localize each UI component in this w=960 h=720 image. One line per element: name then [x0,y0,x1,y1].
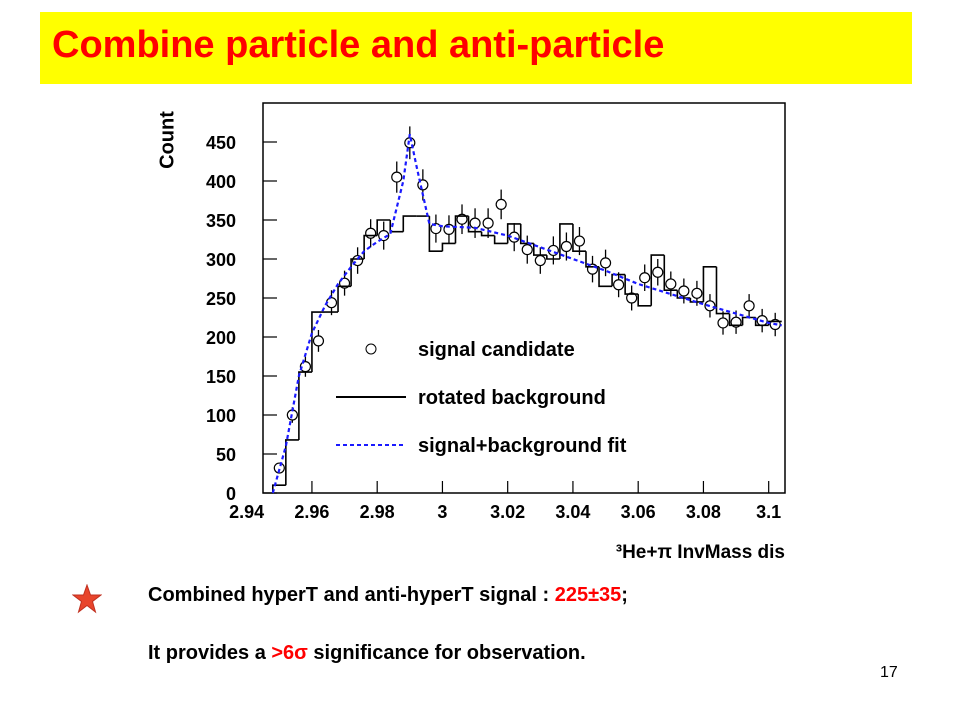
histogram-step [559,223,573,259]
x-axis-title: ³He+π InvMass dis [616,542,785,563]
data-point [534,254,546,267]
data-point [652,266,664,278]
data-point [678,285,690,297]
star [72,584,102,614]
x-tick-label: 3.06 [621,502,656,522]
histogram-step [506,223,521,244]
histogram-step [441,242,456,252]
histogram-step [689,298,704,303]
y-tick-label: 100 [206,406,236,426]
y-axis-title: Count [156,111,178,169]
legend: signal candidate rotated background signal… [336,339,627,457]
data-point [599,257,612,269]
bullet-line: Combined hyperT and anti-hyperT signal :… [148,584,628,607]
histogram-step [572,223,586,252]
data-point [391,171,403,183]
data-point [312,335,325,347]
data-point [378,230,390,242]
legend-symbol [365,343,377,355]
data-point [273,462,285,474]
y-tick-label: 400 [206,172,236,192]
x-tick-label: 3 [437,502,447,522]
text: Combined hyperT and anti-hyperT signal : [148,584,555,606]
data-point [717,317,729,329]
histogram-step [624,274,639,295]
histogram-step [428,216,443,252]
histogram-step [311,311,325,373]
data-point [560,240,573,253]
x-tick-label: 2.98 [360,502,395,522]
fit-line [271,133,782,494]
data-point [691,287,703,299]
data-point [365,227,377,239]
histogram-step [454,215,469,244]
data-point [743,300,755,312]
y-tick-label: 250 [206,289,236,309]
data-point [521,244,533,256]
x-tick-label: 3.02 [490,502,525,522]
histogram-step [337,285,352,313]
data-point [430,222,442,235]
title-box: Combine particle and anti-particle [40,12,912,84]
x-tick-label: 3.08 [686,502,721,522]
histogram-step [637,294,652,307]
slide-title: Combine particle and anti-particle [52,24,665,66]
histogram-step [480,231,495,237]
histogram-step [702,266,717,302]
histogram-step [546,255,560,260]
y-tick-label: 150 [206,367,236,387]
histogram-step [598,266,613,288]
page-number: 17 [880,664,898,681]
data-point [573,235,586,247]
x-tick-label: 3.1 [756,502,781,522]
x-tick-label: 2.96 [294,502,329,522]
data-point [469,217,481,229]
legend-label: signal+background fit [418,435,627,457]
histogram-step [350,258,365,287]
x-tick-label: 3.04 [555,502,590,522]
histogram-step [611,273,626,287]
data-point [626,292,638,304]
text: ; [621,584,628,606]
histogram-step [650,254,665,306]
histogram-step [271,484,286,493]
x-tick-label: 2.94 [229,502,264,522]
data-point [639,272,651,284]
highlight: 225±35 [554,584,622,606]
histogram-step [298,371,312,440]
histogram-step [285,439,299,486]
star-icon [72,584,102,614]
data-point [482,217,494,229]
data-point [613,279,625,291]
histogram-step [402,215,417,232]
y-tick-label: 450 [206,133,236,153]
legend-label: signal candidate [418,339,575,361]
highlight: >6σ [271,642,308,664]
bullet-line: It provides a >6σ significance for obser… [148,642,586,665]
histogram-step [676,290,691,299]
y-tick-label: 0 [226,484,236,504]
text: It provides a [148,642,272,664]
data-point [495,198,507,210]
y-tick-label: 200 [206,328,236,348]
data-point [665,278,677,290]
histogram-step [715,266,730,315]
data-point [704,300,716,312]
y-tick-label: 350 [206,211,236,231]
text: significance for observation. [307,642,586,664]
histogram-step [532,243,547,256]
legend-label: rotated background [418,387,606,409]
histogram-step [741,316,756,326]
y-tick-label: 50 [216,445,236,465]
histogram-step [728,313,743,327]
y-tick-label: 300 [206,250,236,270]
histogram-step [663,255,678,291]
histogram-step [376,219,391,236]
histogram-step [493,235,508,245]
histogram-step [467,216,482,233]
